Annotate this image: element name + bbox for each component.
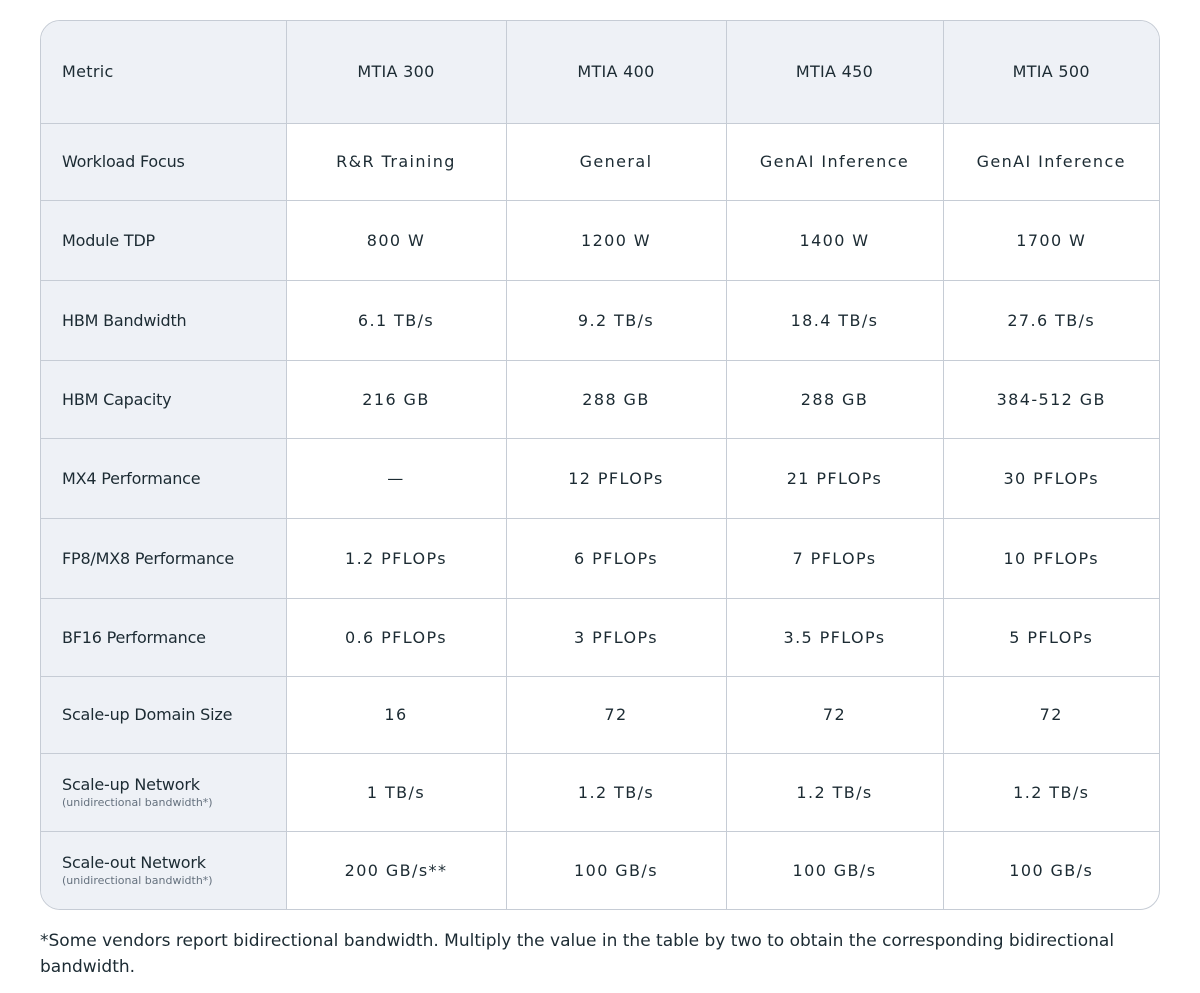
value-cell: 384-512 GB	[943, 360, 1159, 439]
value-cell: 1.2 TB/s	[506, 753, 727, 832]
row-label-cell: BF16 Performance	[41, 598, 287, 677]
row-label: Scale-up Domain Size	[62, 705, 233, 724]
header-row: Metric MTIA 300 MTIA 400 MTIA 450 MTIA 500	[41, 21, 1159, 124]
value-cell: 1200 W	[506, 200, 727, 281]
row-label-cell: Module TDP	[41, 200, 287, 281]
table-frame: Metric MTIA 300 MTIA 400 MTIA 450 MTIA 500 W…	[40, 20, 1160, 910]
table-row: Scale-out Network (unidirectional bandwid…	[41, 831, 1159, 909]
value-cell: 1.2 TB/s	[726, 753, 944, 832]
value-cell: 16	[286, 676, 507, 754]
value-cell: 6 PFLOPs	[506, 518, 727, 599]
spec-table: Metric MTIA 300 MTIA 400 MTIA 450 MTIA 500 W…	[41, 21, 1159, 909]
row-label: HBM Capacity	[62, 389, 172, 409]
row-label-cell: Scale-up Domain Size	[41, 676, 287, 754]
value-cell: 72	[506, 676, 727, 754]
value-cell: 72	[726, 676, 944, 754]
table-row: HBM Bandwidth 6.1 TB/s 9.2 TB/s 18.4 TB/s 27…	[41, 280, 1159, 361]
value-cell: 216 GB	[286, 360, 507, 439]
value-cell: 5 PFLOPs	[943, 598, 1159, 677]
table-row: Module TDP 800 W 1200 W 1400 W 1700 W	[41, 200, 1159, 281]
value-cell: 3.5 PFLOPs	[726, 598, 944, 677]
row-label-cell: FP8/MX8 Performance	[41, 518, 287, 599]
row-label-cell: Workload Focus	[41, 123, 287, 201]
value-cell: 100 GB/s	[506, 831, 727, 909]
row-label: Scale-up Network	[62, 775, 200, 794]
row-label: HBM Bandwidth	[62, 310, 187, 330]
value-cell: 21 PFLOPs	[726, 438, 944, 519]
value-cell: GenAI Inference	[943, 123, 1159, 201]
value-cell: 800 W	[286, 200, 507, 281]
value-cell: 200 GB/s**	[286, 831, 507, 909]
row-label-cell: HBM Capacity	[41, 360, 287, 439]
value-cell: 18.4 TB/s	[726, 280, 944, 361]
value-cell: 12 PFLOPs	[506, 438, 727, 519]
row-label: BF16 Performance	[62, 627, 206, 647]
header-cell: Metric	[41, 21, 287, 124]
row-label: FP8/MX8 Performance	[62, 548, 235, 568]
row-label-cell: HBM Bandwidth	[41, 280, 287, 361]
value-cell: General	[506, 123, 727, 201]
value-cell: 100 GB/s	[726, 831, 944, 909]
value-cell: R&R Training	[286, 123, 507, 201]
row-label-cell: MX4 Performance	[41, 438, 287, 519]
value-cell: 9.2 TB/s	[506, 280, 727, 361]
value-cell: 30 PFLOPs	[943, 438, 1159, 519]
footnote: *Some vendors report bidirectional bandw…	[40, 931, 1115, 977]
table-row: Workload Focus R&R Training General GenAI I…	[41, 123, 1159, 201]
table-row: Scale-up Network (unidirectional bandwidt…	[41, 753, 1159, 832]
table-row: FP8/MX8 Performance 1.2 PFLOPs 6 PFLOPs 7 P…	[41, 518, 1159, 599]
value-cell: GenAI Inference	[726, 123, 944, 201]
row-label: Module TDP	[62, 230, 156, 250]
value-cell: 10 PFLOPs	[943, 518, 1159, 599]
table-row: Scale-up Domain Size 16 72 72 72	[41, 676, 1159, 754]
header-cell: MTIA 300	[286, 21, 507, 124]
row-label: Workload Focus	[62, 152, 185, 171]
value-cell: 100 GB/s	[1009, 860, 1094, 880]
table-row: MX4 Performance —12 PFLOPs 21 PFLOPs 30 PFL…	[41, 438, 1159, 519]
value-cell: 288 GB	[506, 360, 727, 439]
value-cell: 3 PFLOPs	[506, 598, 727, 677]
table-row: HBM Capacity 216 GB 288 GB 288 GB 384-512 GB	[41, 360, 1159, 439]
value-cell: 1.2 PFLOPs	[286, 518, 507, 599]
value-cell: 7 PFLOPs	[726, 518, 944, 599]
value-cell: 0.6 PFLOPs	[286, 598, 507, 677]
row-sublabel: (unidirectional bandwidth*)	[62, 796, 213, 809]
value-cell: 27.6 TB/s	[943, 280, 1159, 361]
header-cell: MTIA 500	[943, 21, 1159, 124]
row-label-cell: Scale-out Network (unidirectional bandwid…	[41, 831, 287, 909]
row-label: Scale-out Network	[62, 853, 206, 873]
value-cell: 1 TB/s	[286, 753, 507, 832]
row-label: MX4 Performance	[62, 468, 201, 488]
value-cell: 1400 W	[726, 200, 944, 281]
header-cell: MTIA 400	[506, 21, 727, 124]
value-cell: 288 GB	[726, 360, 944, 439]
value-cell: 1.2 TB/s	[943, 753, 1159, 832]
value-cell: 72	[943, 676, 1159, 754]
value-cell: 1700 W	[943, 200, 1159, 281]
row-sublabel: (unidirectional bandwidth*)	[62, 874, 213, 888]
header-cell: MTIA 450	[726, 21, 944, 124]
value-cell: —	[286, 438, 507, 519]
row-label-cell: Scale-up Network (unidirectional bandwidt…	[41, 753, 287, 832]
table-body: Workload Focus R&R Training General GenAI I…	[41, 123, 1159, 909]
value-cell: 6.1 TB/s	[286, 280, 507, 361]
table-row: BF16 Performance 0.6 PFLOPs 3 PFLOPs 3.5 PF…	[41, 598, 1159, 677]
